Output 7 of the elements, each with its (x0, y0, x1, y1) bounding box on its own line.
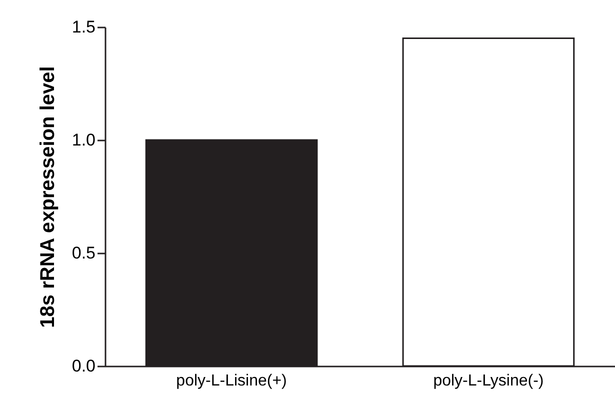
y-tick-label: 0.5 (72, 244, 96, 262)
y-tick-label: 0.0 (72, 356, 96, 376)
y-tick-label: 1.5 (72, 18, 96, 36)
x-tick-label: poly-L-Lysine(-) (433, 372, 544, 390)
y-axis-title: 18s rRNA expresseion level (36, 66, 59, 328)
y-tick-label: 1.0 (72, 130, 96, 150)
x-tick-label: poly-L-Lisine(+) (176, 372, 287, 390)
